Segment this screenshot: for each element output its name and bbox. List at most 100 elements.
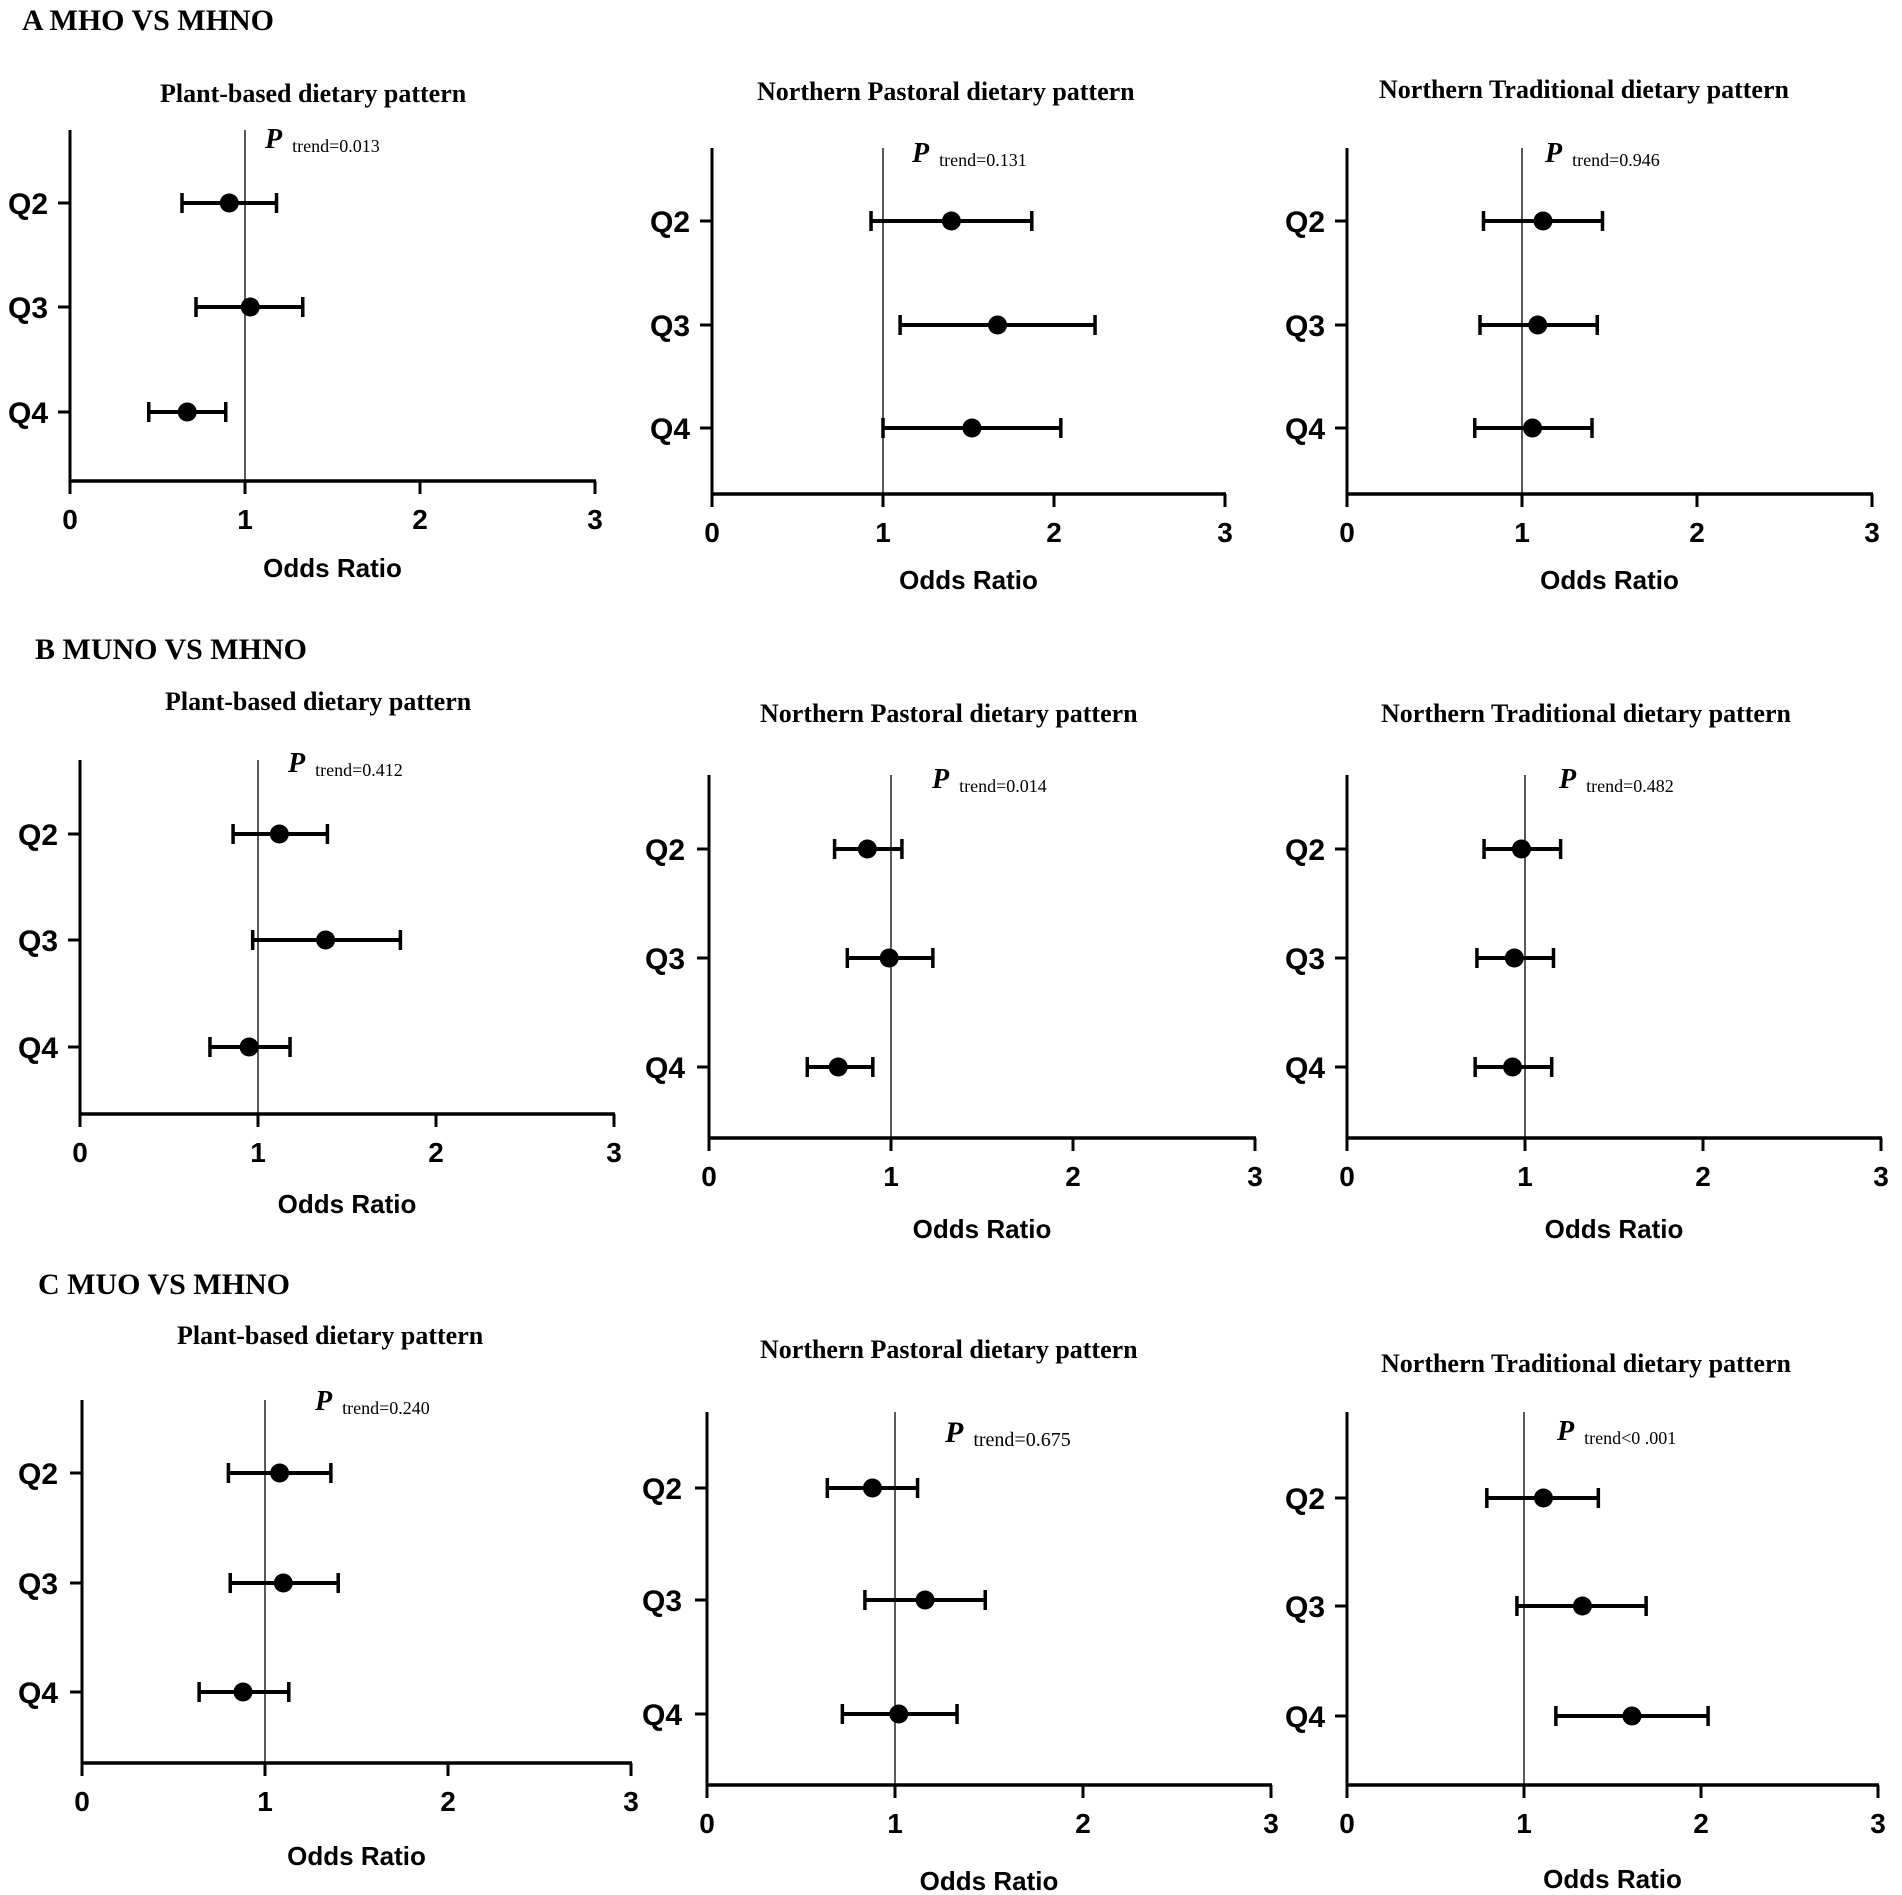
odds-ratio-point	[1533, 1488, 1553, 1508]
x-axis-label: Odds Ratio	[263, 553, 402, 583]
category-label-q2: Q2	[1285, 834, 1325, 867]
category-label-q3: Q3	[1285, 1591, 1325, 1624]
x-axis-label: Odds Ratio	[899, 565, 1038, 595]
x-axis-label: Odds Ratio	[278, 1189, 417, 1219]
category-label-q2: Q2	[1285, 1483, 1325, 1516]
category-label-q4: Q4	[1285, 1701, 1325, 1734]
forest-panel-1: Plant-based dietary pattern P trend=0.013 0…	[8, 79, 603, 583]
x-axis-label: Odds Ratio	[1543, 1864, 1682, 1894]
category-label-q3: Q3	[650, 310, 690, 343]
x-axis-label: Odds Ratio	[920, 1866, 1059, 1895]
x-tick-label: 1	[1514, 517, 1530, 548]
forest-panel-8: Northern Pastoral dietary pattern P trend=…	[642, 1335, 1279, 1895]
forest-panel-9: Northern Traditional dietary pattern P tre…	[1285, 1349, 1886, 1894]
x-axis-label: Odds Ratio	[1545, 1214, 1684, 1244]
x-tick-label: 0	[1339, 1161, 1355, 1192]
x-tick-label: 2	[1689, 517, 1705, 548]
category-label-q2: Q2	[1285, 206, 1325, 239]
x-axis-label: Odds Ratio	[287, 1841, 426, 1871]
x-tick-label: 2	[428, 1137, 444, 1168]
odds-ratio-point	[270, 1463, 290, 1483]
category-label-q4: Q4	[1285, 1052, 1325, 1085]
panel-title: Northern Pastoral dietary pattern	[757, 77, 1135, 106]
forest-panels: Plant-based dietary pattern P trend=0.013 0…	[8, 75, 1889, 1895]
x-tick-label: 0	[699, 1808, 715, 1839]
category-label-q4: Q4	[645, 1052, 685, 1085]
odds-ratio-point	[879, 948, 899, 968]
category-label-q3: Q3	[8, 292, 48, 325]
odds-ratio-point	[1533, 211, 1553, 231]
x-tick-label: 1	[875, 517, 891, 548]
x-tick-label: 3	[623, 1786, 639, 1817]
x-tick-label: 3	[1864, 517, 1880, 548]
x-tick-label: 0	[74, 1786, 90, 1817]
x-tick-label: 0	[701, 1161, 717, 1192]
x-tick-label: 1	[883, 1161, 899, 1192]
odds-ratio-point	[316, 930, 336, 950]
forest-panel-6: Northern Traditional dietary pattern P tre…	[1285, 699, 1889, 1244]
odds-ratio-point	[273, 1573, 293, 1593]
x-tick-label: 0	[72, 1137, 88, 1168]
panel-title: Plant-based dietary pattern	[177, 1321, 484, 1350]
panel-title: Northern Traditional dietary pattern	[1379, 75, 1789, 104]
odds-ratio-point	[941, 211, 961, 231]
odds-ratio-point	[1503, 1057, 1523, 1077]
category-label-q2: Q2	[18, 819, 58, 852]
category-label-q2: Q2	[645, 834, 685, 867]
x-tick-label: 3	[1247, 1161, 1263, 1192]
x-tick-label: 3	[1870, 1808, 1886, 1839]
odds-ratio-point	[1504, 948, 1524, 968]
forest-panel-4: Plant-based dietary pattern P trend=0.412 0…	[18, 687, 622, 1219]
x-tick-label: 2	[1065, 1161, 1081, 1192]
x-tick-label: 3	[606, 1137, 622, 1168]
odds-ratio-point	[269, 824, 289, 844]
x-axis-label: Odds Ratio	[1540, 565, 1679, 595]
panel-title: Northern Pastoral dietary pattern	[760, 699, 1138, 728]
x-tick-label: 0	[1339, 517, 1355, 548]
x-tick-label: 2	[1693, 1808, 1709, 1839]
category-label-q4: Q4	[18, 1677, 58, 1710]
x-tick-label: 1	[1517, 1161, 1533, 1192]
x-axis-label: Odds Ratio	[913, 1214, 1052, 1244]
x-tick-label: 1	[257, 1786, 273, 1817]
forest-panel-3: Northern Traditional dietary pattern P tre…	[1285, 75, 1880, 595]
odds-ratio-point	[1622, 1706, 1642, 1726]
odds-ratio-point	[1528, 315, 1548, 335]
odds-ratio-point	[857, 839, 877, 859]
odds-ratio-point	[240, 297, 260, 317]
odds-ratio-point	[988, 315, 1008, 335]
panel-title: Northern Traditional dietary pattern	[1381, 1349, 1791, 1378]
odds-ratio-point	[962, 418, 982, 438]
x-tick-label: 2	[1075, 1808, 1091, 1839]
category-label-q4: Q4	[650, 413, 690, 446]
x-tick-label: 2	[440, 1786, 456, 1817]
odds-ratio-point	[219, 193, 239, 213]
odds-ratio-point	[233, 1682, 253, 1702]
odds-ratio-point	[1572, 1596, 1592, 1616]
odds-ratio-point	[915, 1590, 935, 1610]
odds-ratio-point	[828, 1057, 848, 1077]
x-tick-label: 1	[1516, 1808, 1532, 1839]
category-label-q3: Q3	[18, 1568, 58, 1601]
x-tick-label: 3	[1873, 1161, 1889, 1192]
row-label-b: B MUNO VS MHNO	[35, 633, 307, 666]
x-tick-label: 0	[1339, 1808, 1355, 1839]
panel-title: Plant-based dietary pattern	[165, 687, 472, 716]
x-tick-label: 2	[1046, 517, 1062, 548]
x-tick-label: 0	[62, 504, 78, 535]
category-label-q2: Q2	[8, 188, 48, 221]
category-label-q3: Q3	[18, 925, 58, 958]
panel-title: Northern Pastoral dietary pattern	[760, 1335, 1138, 1364]
category-label-q3: Q3	[645, 943, 685, 976]
row-label-a: A MHO VS MHNO	[22, 4, 274, 37]
x-tick-label: 3	[1263, 1808, 1279, 1839]
x-tick-label: 0	[704, 517, 720, 548]
